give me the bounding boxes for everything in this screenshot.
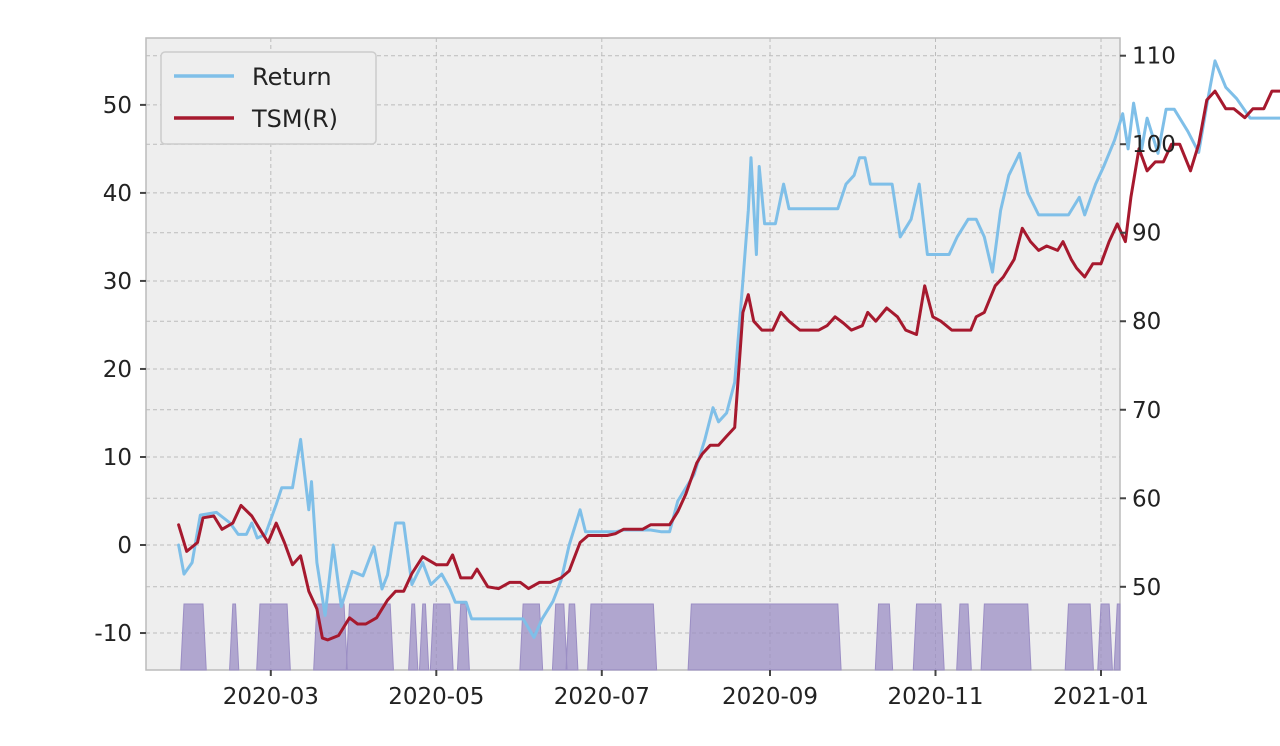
y-tick-label-left: 10 <box>103 445 132 471</box>
y-tick-label-right: 100 <box>1132 132 1176 158</box>
signal-band-segment <box>313 603 348 671</box>
y-tick-label-right: 50 <box>1132 575 1161 601</box>
signal-band-segment <box>551 603 568 671</box>
x-tick-label: 2020-03 <box>223 684 319 710</box>
legend: Return TSM(R) <box>160 51 377 145</box>
y-tick-label-right: 90 <box>1132 221 1161 247</box>
x-tick-label: 2020-09 <box>722 684 818 710</box>
signal-band-segment <box>687 603 842 671</box>
y-tick-label-left: 20 <box>103 357 132 383</box>
signal-band-segment <box>429 603 454 671</box>
signal-band-segment <box>256 603 291 671</box>
legend-label-tsm: TSM(R) <box>251 105 338 133</box>
signal-band-segment <box>1097 603 1113 671</box>
axes: 2020-03 2020-05 2020-07 2020-09 2020-11 2021-… <box>94 44 1175 710</box>
signal-band-segment <box>874 603 894 671</box>
signal-band-segment <box>912 603 945 671</box>
signal-band-segment <box>1064 603 1094 671</box>
signal-band-segment <box>229 603 240 671</box>
y-tick-label-right: 110 <box>1132 44 1176 70</box>
x-tick-label: 2020-07 <box>554 684 650 710</box>
grid <box>146 38 1120 670</box>
y-tick-label-left: 50 <box>103 93 132 119</box>
signal-band-segment <box>565 603 579 671</box>
legend-label-return: Return <box>252 63 332 91</box>
signal-band-segment <box>956 603 972 671</box>
y-tick-label-left: 0 <box>117 533 132 559</box>
y-tick-label-right: 70 <box>1132 398 1161 424</box>
signal-band-segment <box>587 603 658 671</box>
signal-band <box>180 603 1121 671</box>
signal-band-segment <box>408 603 419 671</box>
signal-band-segment <box>180 603 207 671</box>
series-line-return <box>177 59 1280 639</box>
signal-band-segment <box>345 603 394 671</box>
y-tick-label-left: -10 <box>94 621 132 647</box>
signal-band-segment <box>980 603 1032 671</box>
x-tick-label: 2021-01 <box>1053 684 1149 710</box>
y-tick-label-left: 30 <box>103 269 132 295</box>
x-tick-label: 2020-05 <box>388 684 484 710</box>
signal-band-segment <box>418 603 430 671</box>
y-tick-label-right: 80 <box>1132 309 1161 335</box>
y-tick-label-right: 60 <box>1132 486 1161 512</box>
x-tick-label: 2020-11 <box>887 684 983 710</box>
signal-band-segment <box>519 603 544 671</box>
y-tick-label-left: 40 <box>103 181 132 207</box>
